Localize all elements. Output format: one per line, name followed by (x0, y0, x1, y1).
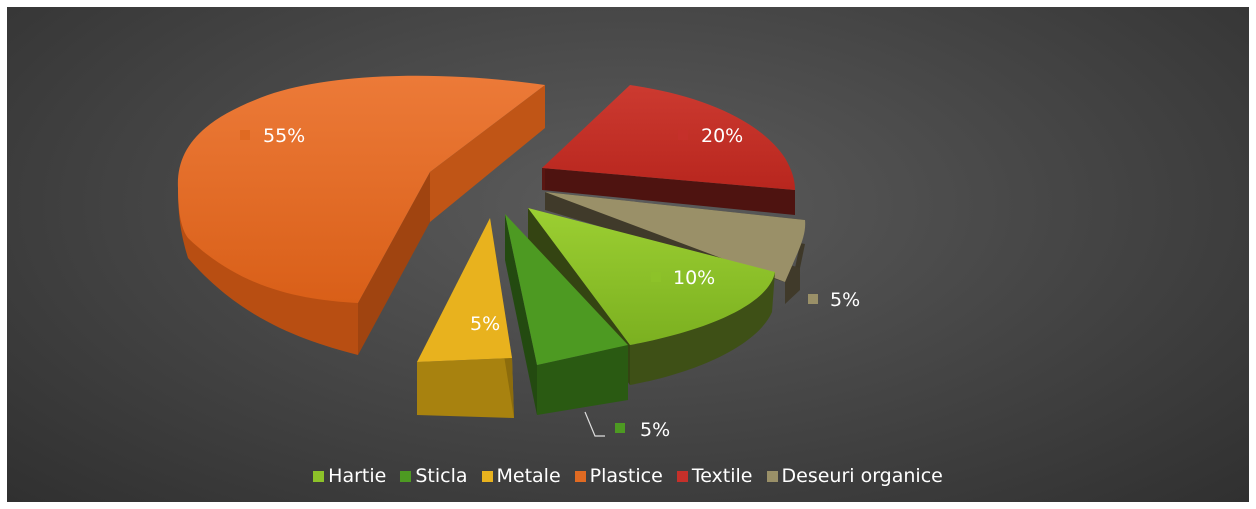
data-label-plastice: 55% (263, 125, 305, 147)
legend-swatch (766, 470, 778, 482)
legend-swatch (574, 470, 586, 482)
data-label-sticla: 5% (640, 419, 670, 441)
legend-item-hartie: Hartie (313, 465, 386, 487)
data-label-hartie: 10% (673, 267, 715, 289)
label-marker-plastice (240, 130, 250, 140)
legend-label: Sticla (415, 465, 468, 487)
label-marker-sticla (615, 423, 625, 433)
legend-label: Textile (691, 465, 753, 487)
legend-label: Plastice (589, 465, 663, 487)
label-marker-hartie (651, 272, 661, 282)
data-label-textile: 20% (701, 125, 743, 147)
legend-item-plastice: Plastice (574, 465, 663, 487)
legend-item-sticla: Sticla (400, 465, 468, 487)
legend-swatch (313, 470, 325, 482)
data-label-deseuri: 5% (830, 289, 860, 311)
legend-item-metale: Metale (481, 465, 561, 487)
legend-label: Deseuri organice (781, 465, 943, 487)
slice-plastice (177, 75, 545, 355)
leader-line (584, 411, 605, 437)
label-marker-deseuri (808, 294, 818, 304)
legend-swatch (481, 470, 493, 482)
legend-item-textile: Textile (676, 465, 753, 487)
label-marker-textile (678, 130, 688, 140)
legend-item-deseuri-organice: Deseuri organice (766, 465, 943, 487)
slice-metale (417, 218, 514, 418)
legend-label: Metale (496, 465, 561, 487)
legend: Hartie Sticla Metale Plastice Textile De… (0, 456, 1256, 496)
slice-sticla (505, 214, 628, 415)
slice-textile (542, 85, 795, 215)
legend-swatch (400, 470, 412, 482)
legend-swatch (676, 470, 688, 482)
legend-label: Hartie (328, 465, 387, 487)
label-marker-metale (447, 318, 457, 328)
data-label-metale: 5% (470, 313, 500, 335)
